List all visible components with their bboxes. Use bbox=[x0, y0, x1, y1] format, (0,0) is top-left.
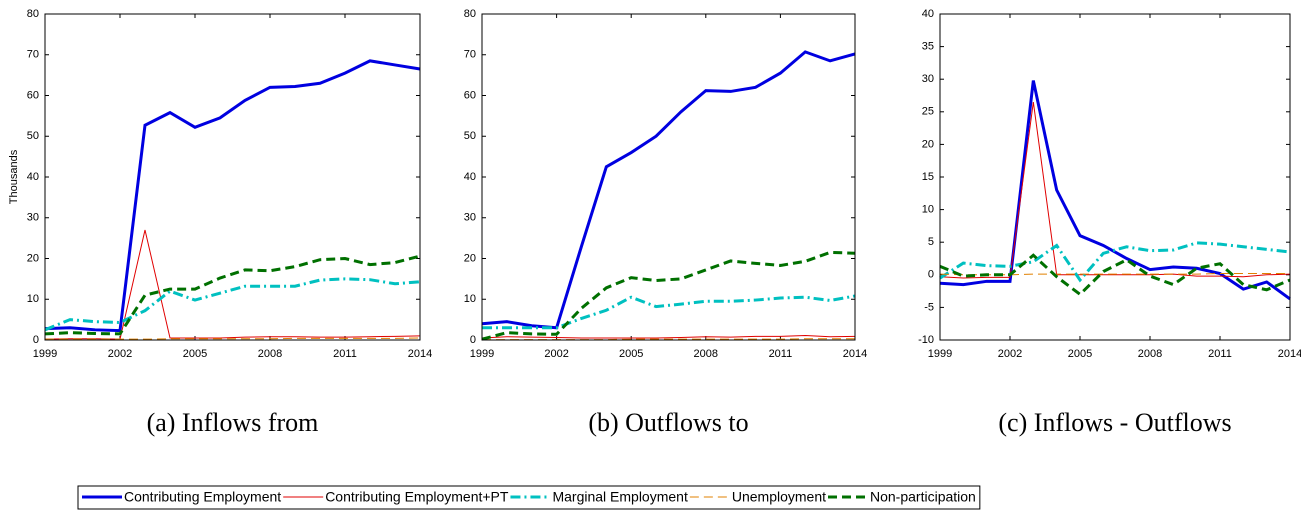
y-tick-label: 70 bbox=[27, 49, 39, 61]
x-tick-label: 2008 bbox=[258, 348, 282, 360]
series-line bbox=[939, 241, 1291, 283]
y-tick-label: 50 bbox=[27, 130, 39, 142]
y-tick-label: 5 bbox=[928, 236, 934, 248]
y-tick-label: 60 bbox=[464, 89, 476, 101]
y-tick-label: 25 bbox=[922, 106, 934, 118]
series-line bbox=[44, 277, 421, 332]
y-tick-label: 20 bbox=[922, 138, 934, 150]
y-tick-label: -10 bbox=[918, 334, 934, 346]
x-tick-label: 1999 bbox=[470, 348, 494, 360]
y-tick-label: 0 bbox=[928, 269, 934, 281]
series-line bbox=[939, 253, 1291, 297]
series-line bbox=[939, 272, 1290, 276]
y-tick-label: 30 bbox=[27, 212, 39, 224]
series-line bbox=[481, 335, 856, 339]
caption: (a) Inflows from bbox=[147, 408, 319, 437]
series-line bbox=[45, 337, 421, 340]
x-tick-label: 2014 bbox=[843, 348, 867, 360]
caption: (b) Outflows to bbox=[588, 408, 748, 437]
y-tick-label: 10 bbox=[464, 293, 476, 305]
axes-box bbox=[481, 13, 856, 341]
x-tick-label: 2011 bbox=[769, 348, 793, 360]
series-line bbox=[481, 250, 856, 341]
x-tick-label: 1999 bbox=[33, 348, 57, 360]
y-tick-label: 0 bbox=[470, 334, 476, 346]
series-line bbox=[44, 229, 421, 340]
y-tick-label: 15 bbox=[922, 171, 934, 183]
y-tick-label: 20 bbox=[464, 252, 476, 264]
y-tick-label: 50 bbox=[464, 130, 476, 142]
y-tick-label: 20 bbox=[27, 252, 39, 264]
x-tick-label: 2005 bbox=[619, 348, 643, 360]
series-line bbox=[939, 80, 1291, 301]
series-line bbox=[482, 294, 856, 330]
x-tick-label: 1999 bbox=[928, 348, 952, 360]
legend-box bbox=[77, 485, 981, 510]
legend-label: Contributing Employment bbox=[124, 489, 281, 505]
x-tick-label: 2002 bbox=[108, 348, 132, 360]
axes-box bbox=[44, 13, 421, 341]
y-tick-label: 40 bbox=[27, 171, 39, 183]
legend-label: Marginal Employment bbox=[552, 489, 687, 505]
x-tick-label: 2011 bbox=[1208, 348, 1232, 360]
y-tick-label: -5 bbox=[924, 301, 934, 313]
x-tick-label: 2008 bbox=[694, 348, 718, 360]
y-tick-label: 40 bbox=[922, 8, 934, 20]
y-tick-label: 30 bbox=[922, 73, 934, 85]
y-tick-label: 10 bbox=[27, 293, 39, 305]
y-tick-label: 10 bbox=[922, 204, 934, 216]
x-tick-label: 2014 bbox=[1278, 348, 1301, 360]
y-tick-label: 0 bbox=[33, 334, 39, 346]
x-tick-label: 2002 bbox=[998, 348, 1022, 360]
x-tick-label: 2002 bbox=[544, 348, 568, 360]
y-tick-label: 35 bbox=[922, 41, 934, 53]
y-tick-label: 30 bbox=[464, 212, 476, 224]
y-tick-label: 70 bbox=[464, 49, 476, 61]
x-tick-label: 2005 bbox=[183, 348, 207, 360]
x-tick-label: 2005 bbox=[1068, 348, 1092, 360]
y-tick-label: 40 bbox=[464, 171, 476, 183]
y-axis-label: Thousands bbox=[8, 149, 20, 204]
caption: (c) Inflows - Outflows bbox=[998, 408, 1231, 437]
series-line bbox=[939, 101, 1291, 279]
series-line bbox=[44, 59, 421, 333]
y-tick-label: 80 bbox=[27, 8, 39, 20]
x-tick-label: 2011 bbox=[333, 348, 357, 360]
x-tick-label: 2014 bbox=[408, 348, 432, 360]
y-tick-label: 80 bbox=[464, 8, 476, 20]
y-tick-label: 60 bbox=[27, 89, 39, 101]
legend-label: Unemployment bbox=[732, 489, 826, 505]
axes-box bbox=[939, 13, 1291, 341]
legend-label: Non-participation bbox=[870, 489, 976, 505]
series-line bbox=[44, 254, 421, 336]
legend-label: Contributing Employment+PT bbox=[325, 489, 509, 505]
series-line bbox=[481, 50, 856, 330]
x-tick-label: 2008 bbox=[1138, 348, 1162, 360]
series-line bbox=[482, 338, 855, 341]
